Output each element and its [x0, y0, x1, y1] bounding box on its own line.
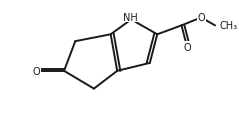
Text: O: O: [197, 13, 205, 23]
Text: CH₃: CH₃: [219, 21, 238, 31]
Text: NH: NH: [123, 13, 137, 22]
Text: O: O: [32, 66, 40, 76]
Text: O: O: [183, 43, 191, 53]
